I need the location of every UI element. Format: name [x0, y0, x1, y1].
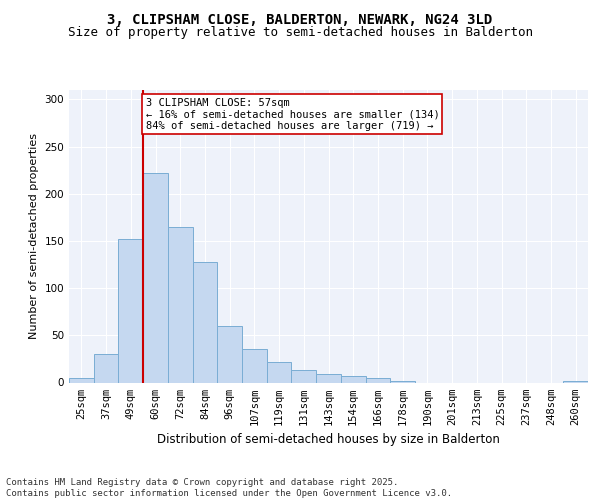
- Bar: [267, 362, 292, 382]
- Bar: [563, 380, 588, 382]
- Bar: [143, 173, 168, 382]
- Y-axis label: Number of semi-detached properties: Number of semi-detached properties: [29, 133, 39, 339]
- Text: 3, CLIPSHAM CLOSE, BALDERTON, NEWARK, NG24 3LD: 3, CLIPSHAM CLOSE, BALDERTON, NEWARK, NG…: [107, 12, 493, 26]
- X-axis label: Distribution of semi-detached houses by size in Balderton: Distribution of semi-detached houses by …: [157, 433, 500, 446]
- Bar: [292, 370, 316, 382]
- Bar: [316, 374, 341, 382]
- Bar: [390, 380, 415, 382]
- Text: Size of property relative to semi-detached houses in Balderton: Size of property relative to semi-detach…: [67, 26, 533, 39]
- Bar: [168, 227, 193, 382]
- Text: Contains HM Land Registry data © Crown copyright and database right 2025.
Contai: Contains HM Land Registry data © Crown c…: [6, 478, 452, 498]
- Bar: [217, 326, 242, 382]
- Bar: [94, 354, 118, 382]
- Bar: [365, 378, 390, 382]
- Bar: [193, 262, 217, 382]
- Text: 3 CLIPSHAM CLOSE: 57sqm
← 16% of semi-detached houses are smaller (134)
84% of s: 3 CLIPSHAM CLOSE: 57sqm ← 16% of semi-de…: [146, 98, 439, 130]
- Bar: [118, 239, 143, 382]
- Bar: [341, 376, 365, 382]
- Bar: [242, 350, 267, 382]
- Bar: [69, 378, 94, 382]
